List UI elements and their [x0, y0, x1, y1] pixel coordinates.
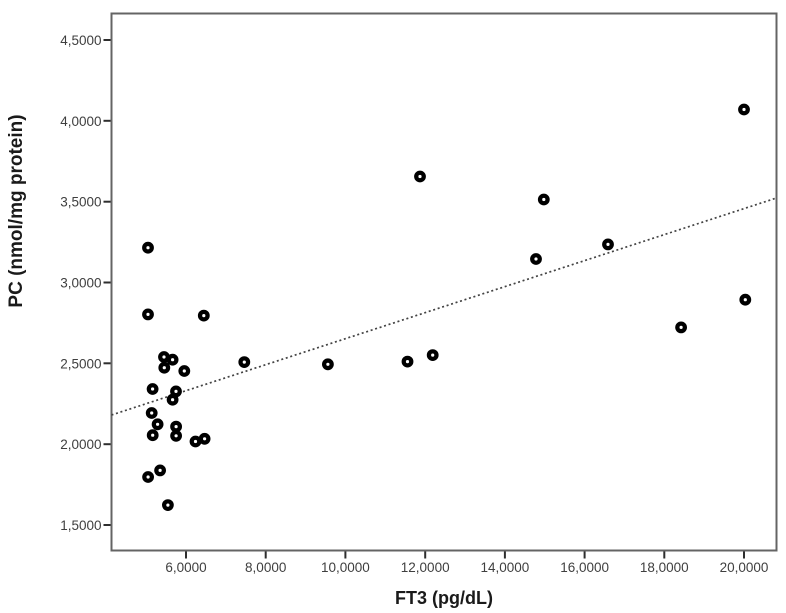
svg-text:6,0000: 6,0000 [165, 560, 206, 575]
svg-text:8,0000: 8,0000 [245, 560, 286, 575]
svg-text:3,5000: 3,5000 [60, 195, 101, 210]
svg-text:2,0000: 2,0000 [60, 437, 101, 452]
svg-text:PC (nmol/mg protein): PC (nmol/mg protein) [6, 114, 27, 307]
svg-text:FT3 (pg/dL): FT3 (pg/dL) [395, 588, 493, 608]
svg-text:1,5000: 1,5000 [60, 518, 101, 533]
svg-text:20,0000: 20,0000 [720, 560, 769, 575]
svg-text:18,0000: 18,0000 [640, 560, 689, 575]
svg-text:14,0000: 14,0000 [480, 560, 529, 575]
svg-text:16,0000: 16,0000 [560, 560, 609, 575]
svg-text:4,0000: 4,0000 [60, 114, 101, 129]
svg-text:12,0000: 12,0000 [401, 560, 450, 575]
svg-text:4,5000: 4,5000 [60, 33, 101, 48]
svg-text:10,0000: 10,0000 [321, 560, 370, 575]
svg-text:2,5000: 2,5000 [60, 356, 101, 371]
svg-text:3,0000: 3,0000 [60, 276, 101, 291]
